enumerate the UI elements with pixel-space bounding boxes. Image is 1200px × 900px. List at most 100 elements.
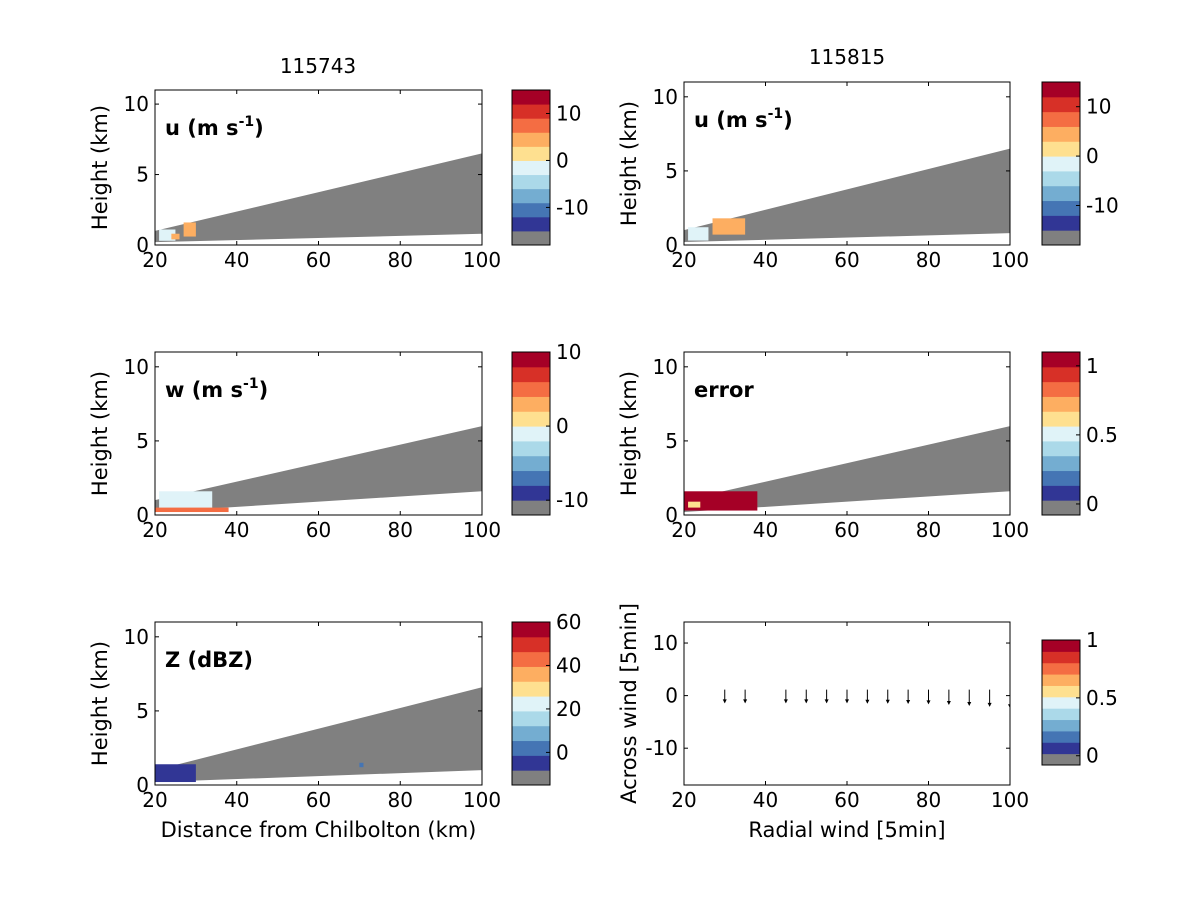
colorbar-segment: [512, 740, 550, 756]
x-axis-label: Distance from Chilbolton (km): [161, 818, 477, 842]
colorbar-segment: [512, 755, 550, 771]
colorbar: 10.50: [1041, 351, 1118, 516]
panel-Z-115743: 20 40 60 80 100 0 5 10 Z (dBZ) Height (km) Distanc…: [88, 610, 581, 842]
y-tick-label: 10: [653, 355, 678, 379]
colorbar-segment: [512, 366, 550, 383]
wind-arrow: [946, 689, 951, 706]
colorbar-segment: [512, 90, 550, 105]
beam-swath: [155, 687, 482, 783]
x-tick-label: 100: [463, 248, 501, 272]
colorbar-segment: [512, 636, 550, 653]
y-tick-label: 0: [136, 233, 149, 257]
y-tick-label: 10: [653, 85, 678, 109]
colorbar-segment: [512, 455, 550, 472]
column-title-left: 115743: [280, 54, 356, 78]
colorbar-segment: [1042, 126, 1080, 142]
colorbar: 10 0 -10: [511, 89, 589, 246]
colorbar-segment: [512, 411, 550, 427]
x-tick-label: 60: [834, 248, 859, 272]
data-cell: [688, 501, 701, 508]
x-tick-label: 80: [388, 518, 413, 542]
colorbar-tick-label: 40: [556, 653, 581, 677]
colorbar-segment: [512, 104, 550, 119]
y-axis-label: Height (km): [88, 371, 112, 496]
colorbar-tick-label: 10: [556, 340, 581, 364]
colorbar-segment: [512, 500, 550, 516]
y-axis-label: Height (km): [88, 641, 112, 766]
colorbar-segment: [512, 188, 550, 204]
colorbar-tick-label: 0: [1086, 144, 1099, 168]
colorbar-segment: [512, 174, 550, 190]
data-cell: [684, 491, 758, 511]
data-cell: [183, 222, 196, 237]
plot-area: [722, 689, 1010, 709]
colorbar-segment: [1042, 96, 1080, 113]
colorbar-segment: [1042, 411, 1080, 427]
colorbar-segment: [1042, 640, 1080, 652]
x-tick-label: 80: [388, 248, 413, 272]
colorbar-segment: [512, 470, 550, 486]
colorbar-tick-label: 1: [1086, 354, 1099, 378]
colorbar-segment: [1042, 396, 1080, 412]
x-tick-label: 60: [306, 518, 331, 542]
colorbar-segment: [512, 426, 550, 442]
colorbar-tick-label: 1: [1086, 628, 1099, 652]
colorbar-segment: [512, 230, 550, 246]
y-tick-label: -10: [645, 736, 678, 760]
colorbar-segment: [1042, 719, 1080, 732]
colorbar-segment: [512, 132, 550, 147]
wind-arrow: [906, 689, 911, 705]
colorbar-tick-label: -10: [1086, 193, 1119, 217]
x-tick-label: 80: [916, 248, 941, 272]
data-cell: [155, 507, 229, 513]
colorbar-segment: [512, 160, 550, 176]
colorbar-segment: [512, 118, 550, 133]
colorbar-segment: [1042, 352, 1080, 368]
colorbar-segment: [1042, 730, 1080, 743]
y-tick-label: 10: [653, 631, 678, 655]
plot-area: [155, 153, 482, 243]
y-tick-label: 10: [124, 355, 149, 379]
colorbar-segment: [1042, 455, 1080, 472]
x-tick-label: 80: [916, 518, 941, 542]
wind-arrow: [885, 689, 890, 704]
colorbar-segment: [1042, 470, 1080, 486]
data-cell: [171, 233, 180, 240]
wind-arrow: [865, 689, 870, 704]
wind-arrow: [824, 689, 829, 704]
x-tick-label: 100: [463, 518, 501, 542]
colorbar-segment: [512, 146, 550, 161]
x-tick-label: 100: [991, 788, 1029, 812]
colorbar-segment: [512, 725, 550, 742]
beam-swath: [684, 148, 1010, 243]
colorbar-segment: [512, 681, 550, 697]
wind-arrow: [743, 689, 748, 704]
colorbar: 10 0 -10: [1041, 81, 1119, 246]
colorbar-segment: [1042, 185, 1080, 202]
y-tick-label: 5: [136, 163, 149, 187]
colorbar-tick-label: 0: [556, 148, 569, 172]
plot-area: [155, 426, 482, 513]
x-tick-label: 60: [834, 518, 859, 542]
colorbar-segment: [1042, 170, 1080, 187]
colorbar: 10.50: [1041, 628, 1118, 768]
plot-area: [155, 687, 482, 783]
x-tick-label: 20: [142, 518, 167, 542]
x-tick-label: 20: [671, 788, 696, 812]
y-tick-label: 0: [136, 503, 149, 527]
colorbar-segment: [1042, 366, 1080, 383]
colorbar-segment: [1042, 674, 1080, 686]
y-axis-label: Height (km): [617, 371, 641, 496]
wind-arrow: [926, 689, 931, 705]
y-tick-label: 0: [665, 503, 678, 527]
colorbar-segment: [512, 381, 550, 397]
x-tick-label: 20: [671, 518, 696, 542]
wind-arrow: [722, 689, 727, 704]
colorbar-tick-label: 10: [1086, 95, 1111, 119]
y-tick-label: 10: [124, 92, 149, 116]
data-cell: [159, 491, 213, 510]
